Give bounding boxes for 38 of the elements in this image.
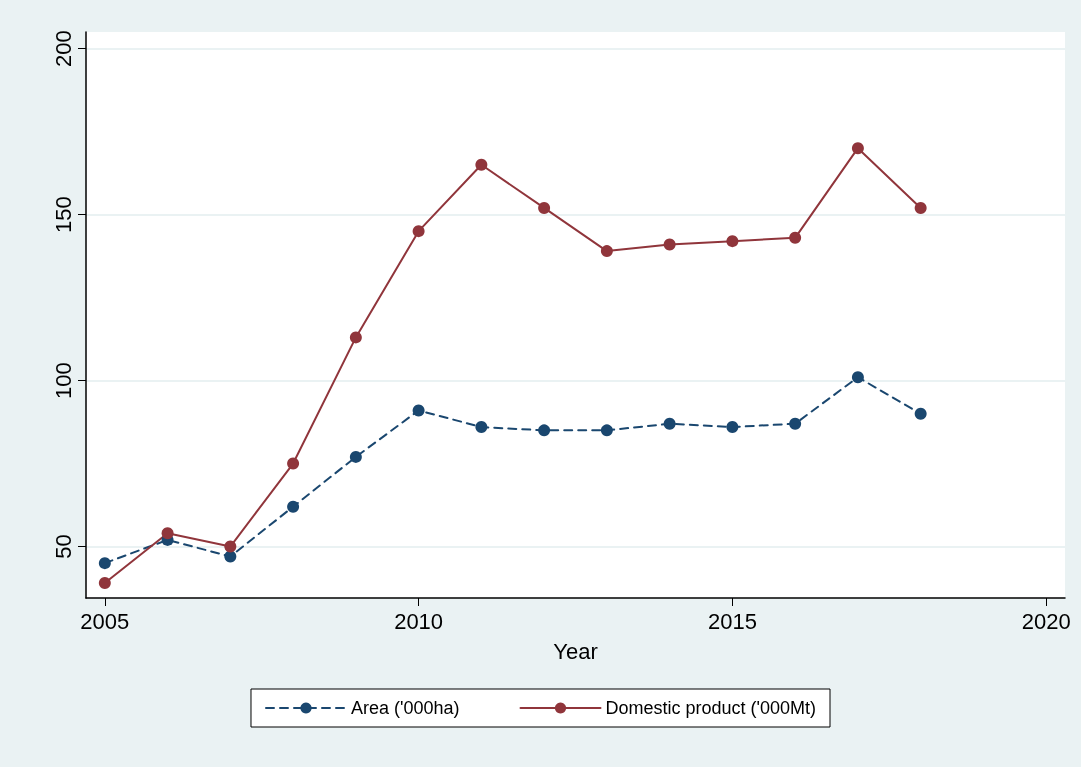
point (412, 404, 425, 417)
point (475, 421, 488, 434)
point (287, 500, 300, 513)
point (726, 421, 739, 434)
x-axis-title: Year (553, 638, 598, 664)
point (224, 550, 237, 563)
point (98, 577, 111, 590)
point (600, 424, 613, 437)
point (600, 245, 613, 258)
point (789, 231, 802, 244)
point (914, 201, 927, 214)
point (789, 417, 802, 430)
point (538, 424, 551, 437)
y-tick-label: 200 (50, 30, 76, 67)
point (161, 527, 174, 540)
y-tick-label: 150 (50, 196, 76, 233)
y-tick-label: 100 (50, 362, 76, 399)
x-tick-label: 2020 (1021, 608, 1071, 634)
point (663, 238, 676, 251)
point (98, 557, 111, 570)
point (224, 540, 237, 553)
x-tick-label: 2005 (80, 608, 130, 634)
point (726, 235, 739, 248)
point (349, 331, 362, 344)
legend-label: Area ('000ha) (351, 698, 460, 718)
point (914, 407, 927, 420)
legend-label: Domestic product ('000Mt) (605, 698, 817, 718)
x-tick-label: 2015 (707, 608, 757, 634)
point (851, 142, 864, 155)
point (412, 225, 425, 238)
point (851, 371, 864, 384)
point (349, 450, 362, 463)
point (475, 158, 488, 171)
point (663, 417, 676, 430)
point (287, 457, 300, 470)
y-tick-label: 50 (50, 534, 76, 559)
point (538, 201, 551, 214)
x-tick-label: 2010 (394, 608, 444, 634)
